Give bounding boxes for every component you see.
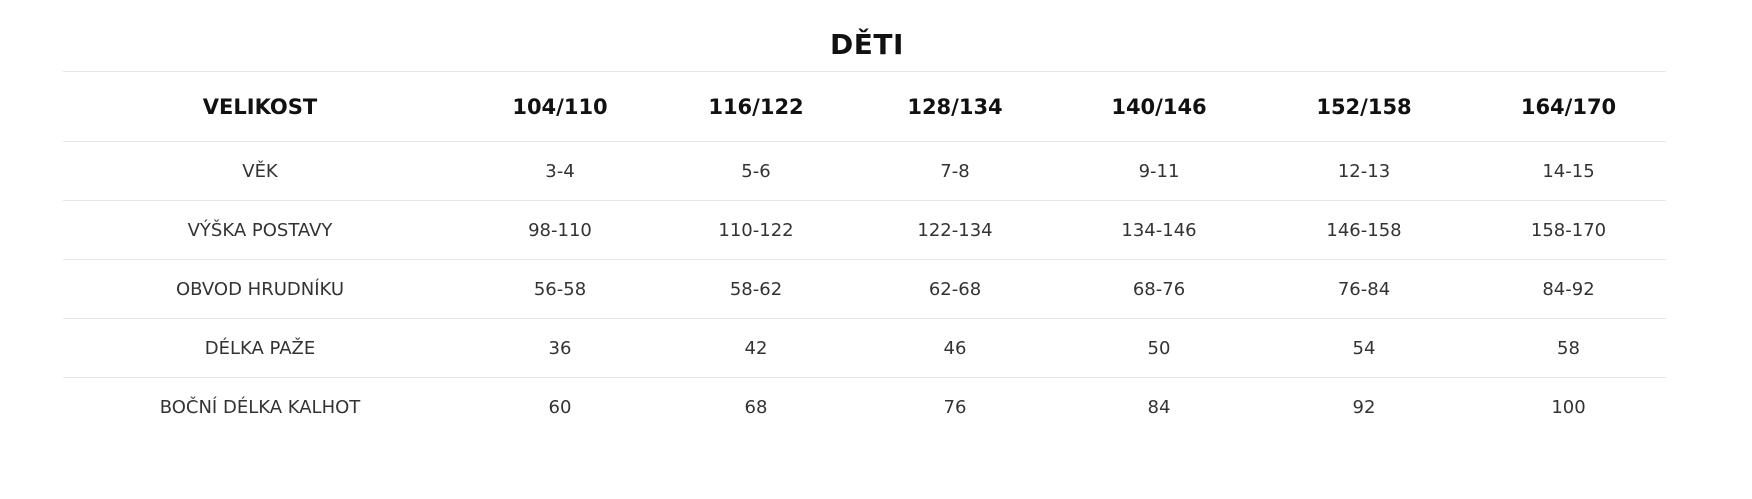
row-label: BOČNÍ DÉLKA KALHOT bbox=[63, 377, 457, 436]
row-label: OBVOD HRUDNÍKU bbox=[63, 259, 457, 319]
table-cell: 134-146 bbox=[1061, 200, 1257, 260]
table-cell: 158-170 bbox=[1471, 200, 1666, 260]
header-cell: 116/122 bbox=[663, 71, 849, 142]
table-header-row: VELIKOST 104/110 116/122 128/134 140/146… bbox=[63, 71, 1666, 142]
table-cell: 84-92 bbox=[1471, 259, 1666, 319]
header-cell-size-label: VELIKOST bbox=[63, 71, 457, 142]
table-cell: 58 bbox=[1471, 318, 1666, 378]
table-cell: 54 bbox=[1257, 318, 1471, 378]
table-cell: 84 bbox=[1061, 377, 1257, 436]
table-row: DÉLKA PAŽE 36 42 46 50 54 58 bbox=[63, 318, 1666, 378]
table-cell: 5-6 bbox=[663, 141, 849, 201]
table-cell: 92 bbox=[1257, 377, 1471, 436]
row-label: VĚK bbox=[63, 141, 457, 201]
table-cell: 60 bbox=[457, 377, 663, 436]
table-row: OBVOD HRUDNÍKU 56-58 58-62 62-68 68-76 7… bbox=[63, 259, 1666, 319]
table-cell: 9-11 bbox=[1061, 141, 1257, 201]
table-cell: 7-8 bbox=[849, 141, 1061, 201]
table-row: VÝŠKA POSTAVY 98-110 110-122 122-134 134… bbox=[63, 200, 1666, 260]
size-chart-table: VELIKOST 104/110 116/122 128/134 140/146… bbox=[63, 71, 1666, 436]
table-row: VĚK 3-4 5-6 7-8 9-11 12-13 14-15 bbox=[63, 141, 1666, 201]
table-cell: 42 bbox=[663, 318, 849, 378]
header-cell: 128/134 bbox=[849, 71, 1061, 142]
row-label: VÝŠKA POSTAVY bbox=[63, 200, 457, 260]
table-cell: 110-122 bbox=[663, 200, 849, 260]
table-cell: 58-62 bbox=[663, 259, 849, 319]
table-cell: 76 bbox=[849, 377, 1061, 436]
table-cell: 68-76 bbox=[1061, 259, 1257, 319]
table-cell: 122-134 bbox=[849, 200, 1061, 260]
table-cell: 36 bbox=[457, 318, 663, 378]
table-cell: 68 bbox=[663, 377, 849, 436]
header-cell: 152/158 bbox=[1257, 71, 1471, 142]
table-cell: 46 bbox=[849, 318, 1061, 378]
header-cell: 164/170 bbox=[1471, 71, 1666, 142]
table-cell: 76-84 bbox=[1257, 259, 1471, 319]
table-cell: 50 bbox=[1061, 318, 1257, 378]
table-cell: 56-58 bbox=[457, 259, 663, 319]
row-label: DÉLKA PAŽE bbox=[63, 318, 457, 378]
table-cell: 3-4 bbox=[457, 141, 663, 201]
table-row: BOČNÍ DÉLKA KALHOT 60 68 76 84 92 100 bbox=[63, 377, 1666, 436]
table-cell: 98-110 bbox=[457, 200, 663, 260]
table-cell: 14-15 bbox=[1471, 141, 1666, 201]
header-cell: 104/110 bbox=[457, 71, 663, 142]
table-cell: 62-68 bbox=[849, 259, 1061, 319]
page-title: DĚTI bbox=[830, 28, 904, 61]
table-cell: 100 bbox=[1471, 377, 1666, 436]
table-cell: 146-158 bbox=[1257, 200, 1471, 260]
header-cell: 140/146 bbox=[1061, 71, 1257, 142]
table-cell: 12-13 bbox=[1257, 141, 1471, 201]
